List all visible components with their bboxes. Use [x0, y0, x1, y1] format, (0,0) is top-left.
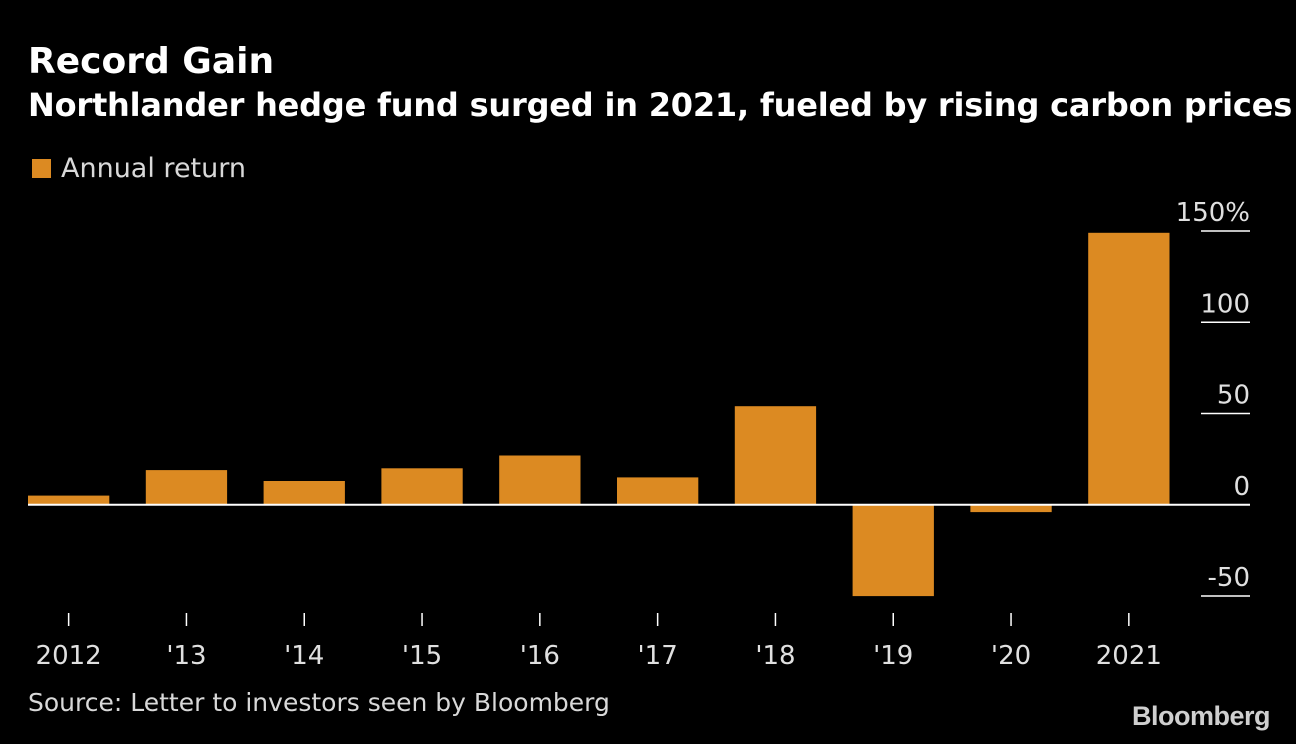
x-tick-label: '16 [520, 641, 560, 671]
bar-15 [381, 468, 463, 505]
bar-17 [617, 477, 699, 505]
bloomberg-logo: Bloomberg [1131, 701, 1271, 731]
x-tick-label: '15 [402, 641, 442, 671]
y-tick-label: 0 [1233, 472, 1250, 502]
bar-16 [499, 455, 581, 505]
y-tick-label: 100 [1200, 289, 1250, 319]
x-tick-label: '14 [284, 641, 324, 671]
bar-18 [734, 406, 817, 505]
x-tick-label: '18 [755, 641, 795, 671]
y-tick-label: 50 [1217, 381, 1250, 411]
y-tick-label: 150% [1176, 198, 1250, 228]
x-tick-label: '13 [166, 641, 206, 671]
bars [28, 232, 1170, 597]
bar-2012 [28, 495, 110, 505]
x-tick-label: '19 [873, 641, 913, 671]
bar-20 [970, 504, 1052, 513]
y-axis: 150% 100 50 0 -50 [1176, 198, 1250, 597]
y-tick-label: -50 [1208, 563, 1250, 593]
bar-14 [263, 481, 345, 505]
x-tick-label: '20 [991, 641, 1031, 671]
legend: Annual return [32, 151, 246, 185]
bar-19 [852, 504, 934, 597]
bar-13 [145, 470, 228, 505]
x-tick-label: '17 [638, 641, 678, 671]
source-note: Source: Letter to investors seen by Bloo… [28, 688, 610, 717]
bar-2021 [1088, 232, 1170, 505]
chart-title: Record Gain [28, 41, 275, 82]
x-axis: 2012 '13 '14 '15 '16 '17 '18 '19 '20 2021 [36, 613, 1162, 671]
x-tick-label: 2012 [36, 641, 102, 671]
x-tick-label: 2021 [1096, 641, 1162, 671]
chart-subtitle: Northlander hedge fund surged in 2021, f… [28, 86, 1293, 124]
legend-label: Annual return [61, 152, 246, 184]
legend-swatch [32, 158, 51, 178]
